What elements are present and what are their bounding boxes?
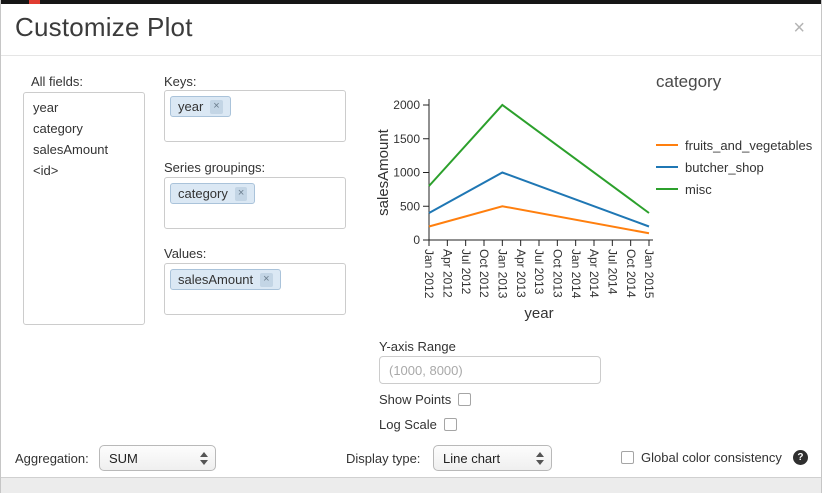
show-points-label: Show Points — [379, 392, 452, 407]
legend-entry: fruits_and_vegetables — [656, 134, 821, 156]
x-tick-label: Oct 2014 — [624, 249, 638, 298]
series-line-butcher_shop — [428, 171, 650, 228]
tag-remove-icon[interactable]: × — [210, 99, 223, 114]
footer-divider — [1, 477, 821, 478]
legend-label: misc — [685, 181, 712, 197]
help-icon[interactable]: ? — [792, 450, 808, 465]
tag-category[interactable]: category × — [170, 183, 256, 204]
display-type-select[interactable]: Line chart — [433, 445, 552, 471]
all-fields-list[interactable]: year category salesAmount <id> — [23, 92, 145, 325]
field-item[interactable]: category — [33, 121, 83, 136]
x-tick-label: Jan 2012 — [422, 249, 436, 299]
y-tick-label: 1000 — [393, 166, 420, 180]
show-points-checkbox[interactable] — [458, 393, 472, 406]
values-box[interactable]: salesAmount × — [164, 263, 346, 315]
y-tick-label: 2000 — [393, 98, 420, 112]
select-stepper-icon — [536, 451, 544, 465]
tag-remove-icon[interactable]: × — [260, 272, 273, 287]
header-divider — [1, 55, 821, 56]
legend-swatch — [656, 188, 678, 190]
global-color-checkbox[interactable] — [621, 451, 634, 464]
legend-label: butcher_shop — [685, 159, 764, 175]
field-item[interactable]: salesAmount — [33, 142, 109, 157]
tag-label: category — [178, 186, 228, 201]
legend-swatch — [656, 166, 678, 168]
y-axis-title: salesAmount — [375, 128, 392, 216]
field-item[interactable]: <id> — [33, 163, 59, 178]
series-line-fruits_and_vegetables — [428, 205, 650, 235]
tag-salesAmount[interactable]: salesAmount × — [170, 269, 281, 290]
all-fields-label: All fields: — [31, 74, 84, 89]
log-scale-checkbox[interactable] — [443, 418, 457, 431]
x-tick-label: Apr 2012 — [440, 249, 454, 298]
aggregation-select[interactable]: SUM — [99, 445, 216, 471]
global-color-row: Global color consistency ? — [621, 450, 808, 465]
red-accent — [29, 0, 40, 4]
field-item[interactable]: year — [33, 100, 59, 115]
x-tick-label: Jan 2014 — [569, 249, 583, 299]
select-stepper-icon — [200, 451, 208, 465]
tag-year[interactable]: year × — [170, 96, 231, 117]
tag-label: year — [178, 99, 204, 114]
series-groupings-label: Series groupings: — [164, 160, 266, 175]
aggregation-value: SUM — [109, 450, 138, 466]
x-tick-label: Jul 2013 — [532, 249, 546, 295]
x-axis-title: year — [524, 305, 553, 322]
x-tick-label: Oct 2012 — [477, 249, 491, 298]
footer-strip — [1, 478, 821, 493]
global-color-label: Global color consistency — [641, 450, 782, 465]
show-points-row: Show Points — [379, 392, 472, 407]
y-tick-label: 0 — [413, 233, 420, 247]
legend-title: category — [656, 72, 722, 91]
x-tick-label: Jul 2012 — [459, 249, 473, 295]
x-tick-label: Jan 2015 — [642, 249, 656, 299]
y-tick-label: 500 — [400, 199, 420, 213]
values-label: Values: — [164, 246, 207, 261]
legend-label: fruits_and_vegetables — [685, 137, 813, 153]
display-type-label: Display type: — [346, 451, 421, 466]
x-tick-label: Oct 2013 — [550, 249, 564, 298]
keys-label: Keys: — [164, 74, 197, 89]
log-scale-label: Log Scale — [379, 417, 437, 432]
y-axis-range-input[interactable] — [379, 356, 601, 384]
x-tick-label: Jul 2014 — [605, 249, 619, 295]
dialog-top-border — [1, 0, 821, 4]
x-tick-label: Apr 2014 — [587, 249, 601, 298]
tag-remove-icon[interactable]: × — [234, 186, 248, 201]
dialog-title: Customize Plot — [15, 12, 193, 42]
legend-entry: butcher_shop — [656, 156, 821, 178]
aggregation-label: Aggregation: — [15, 451, 89, 466]
y-axis-range-label: Y-axis Range — [379, 339, 456, 354]
series-line-misc — [428, 103, 650, 214]
x-tick-label: Apr 2013 — [514, 249, 528, 298]
log-scale-row: Log Scale — [379, 417, 457, 432]
legend-entry: misc — [656, 178, 821, 200]
close-icon[interactable]: × — [793, 17, 805, 39]
x-tick-label: Jan 2013 — [495, 249, 509, 299]
keys-box[interactable]: year × — [164, 90, 346, 142]
line-chart: 0 500 1000 1500 2000 Jan 2012 Apr 2012 Jul 2012… — [375, 98, 656, 322]
tag-label: salesAmount — [178, 272, 254, 287]
y-tick-label: 1500 — [393, 132, 420, 146]
series-box[interactable]: category × — [164, 177, 346, 229]
display-type-value: Line chart — [443, 450, 501, 466]
legend-swatch — [656, 144, 678, 146]
